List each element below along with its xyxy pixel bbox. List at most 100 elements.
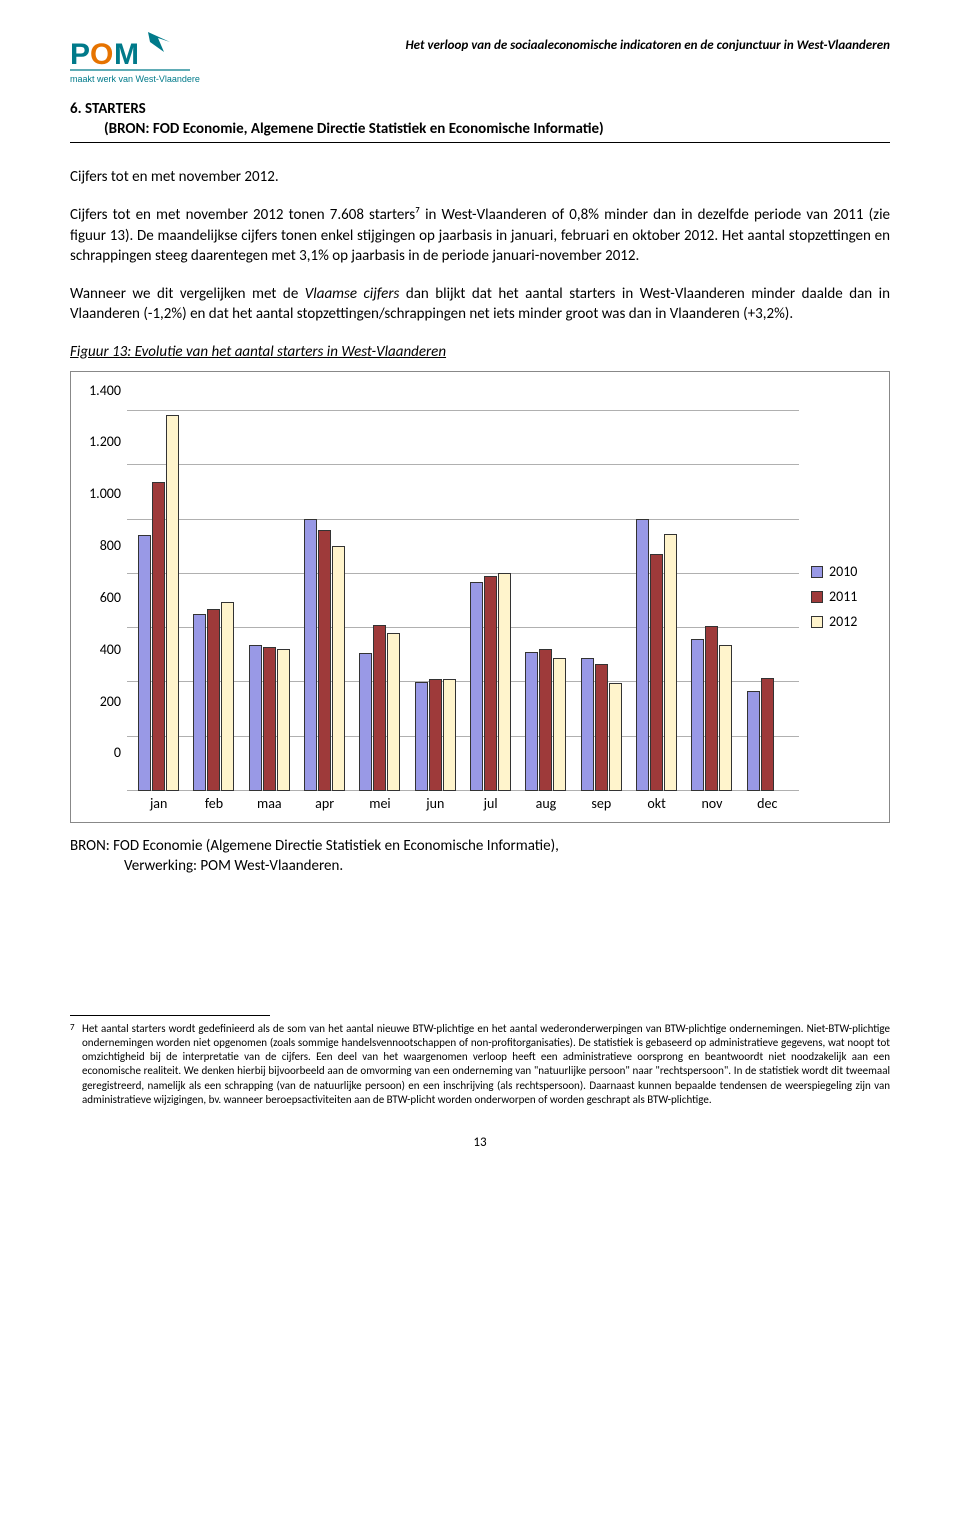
y-tick: 400 — [77, 641, 121, 658]
bar-2011-apr — [318, 530, 331, 791]
x-tick-jun: jun — [408, 795, 463, 812]
paragraph-2: Cijfers tot en met november 2012 tonen 7… — [70, 205, 890, 266]
month-group-mei — [352, 382, 407, 791]
bar-2012-jan — [166, 415, 179, 791]
y-tick: 600 — [77, 589, 121, 606]
bar-2011-nov — [705, 626, 718, 790]
svg-text:P: P — [70, 38, 90, 71]
y-tick: 800 — [77, 537, 121, 554]
legend-label: 2010 — [829, 563, 857, 580]
legend-swatch — [811, 616, 823, 628]
y-tick: 1.400 — [77, 382, 121, 399]
paragraph-3: Wanneer we dit vergelijken met de Vlaams… — [70, 284, 890, 325]
legend-label: 2012 — [829, 613, 857, 630]
x-tick-jul: jul — [463, 795, 518, 812]
x-tick-sep: sep — [574, 795, 629, 812]
x-tick-maa: maa — [242, 795, 297, 812]
x-tick-feb: feb — [186, 795, 241, 812]
logo-subtext: maakt werk van West-Vlaanderen — [70, 74, 200, 84]
pom-logo: P O M maakt werk van West-Vlaanderen — [70, 30, 200, 92]
bar-2010-dec — [747, 691, 760, 790]
document-running-title: Het verloop van de sociaaleconomische in… — [220, 30, 890, 53]
bar-2011-feb — [207, 609, 220, 791]
y-tick: 1.200 — [77, 433, 121, 450]
bar-2011-jun — [429, 679, 442, 790]
figure-caption: Figuur 13: Evolutie van het aantal start… — [70, 343, 890, 361]
bar-2012-aug — [553, 658, 566, 791]
bar-2011-dec — [761, 678, 774, 791]
footnote-number: 7 — [70, 1022, 82, 1108]
page-header: P O M maakt werk van West-Vlaanderen Het… — [70, 30, 890, 92]
chart-y-axis: 1.400 1.200 1.000 800 600 400 200 0 — [77, 382, 127, 762]
bar-2012-maa — [277, 649, 290, 790]
x-tick-okt: okt — [629, 795, 684, 812]
bar-2011-jan — [152, 482, 165, 790]
chart-container: 1.400 1.200 1.000 800 600 400 200 0 janfebmaaap… — [70, 371, 890, 823]
bar-2010-nov — [691, 639, 704, 791]
x-tick-apr: apr — [297, 795, 352, 812]
svg-text:M: M — [114, 38, 139, 71]
y-tick: 1.000 — [77, 485, 121, 502]
month-group-apr — [297, 382, 352, 791]
month-group-sep — [574, 382, 629, 791]
bar-2011-mei — [373, 625, 386, 791]
x-tick-nov: nov — [684, 795, 739, 812]
paragraph-1: Cijfers tot en met november 2012. — [70, 167, 890, 187]
bar-2010-feb — [193, 614, 206, 790]
month-group-aug — [518, 382, 573, 791]
x-tick-jan: jan — [131, 795, 186, 812]
chart-plot-area — [127, 382, 799, 791]
bar-2010-jan — [138, 535, 151, 790]
bar-2012-jul — [498, 573, 511, 790]
legend-item-2012: 2012 — [811, 613, 879, 630]
bar-2012-okt — [664, 534, 677, 791]
section-source-line: (BRON: FOD Economie, Algemene Directie S… — [70, 120, 890, 143]
p3-emphasis: Vlaamse cijfers — [305, 285, 400, 303]
month-group-jan — [131, 382, 186, 791]
chart-legend: 2010 2011 2012 — [799, 382, 879, 812]
bar-2010-jun — [415, 682, 428, 791]
month-group-jul — [463, 382, 518, 791]
footnote-separator — [70, 1015, 270, 1016]
x-tick-mei: mei — [352, 795, 407, 812]
month-group-feb — [186, 382, 241, 791]
legend-swatch — [811, 591, 823, 603]
legend-label: 2011 — [829, 588, 857, 605]
bar-2010-apr — [304, 519, 317, 790]
bar-2011-maa — [263, 647, 276, 791]
bar-2011-jul — [484, 576, 497, 790]
footnote-7: 7 Het aantal starters wordt gedefinieerd… — [70, 1022, 890, 1108]
chart-source-line-1: BRON: FOD Economie (Algemene Directie St… — [70, 837, 890, 855]
bar-2010-sep — [581, 658, 594, 791]
month-group-jun — [408, 382, 463, 791]
legend-swatch — [811, 566, 823, 578]
bar-2010-mei — [359, 653, 372, 790]
bar-2012-sep — [609, 683, 622, 790]
y-tick: 200 — [77, 693, 121, 710]
svg-text:O: O — [90, 38, 113, 71]
y-tick: 0 — [77, 744, 121, 761]
x-tick-aug: aug — [518, 795, 573, 812]
p3-part-a: Wanneer we dit vergelijken met de — [70, 285, 305, 303]
bar-2011-aug — [539, 649, 552, 790]
bar-2012-nov — [719, 645, 732, 790]
bar-2011-sep — [595, 664, 608, 790]
bar-2012-apr — [332, 546, 345, 790]
bar-2011-okt — [650, 554, 663, 790]
bar-2010-jul — [470, 582, 483, 791]
chart-source-line-2: Verwerking: POM West-Vlaanderen. — [70, 857, 890, 875]
legend-item-2011: 2011 — [811, 588, 879, 605]
month-group-okt — [629, 382, 684, 791]
month-group-nov — [684, 382, 739, 791]
bar-2010-maa — [249, 645, 262, 790]
legend-item-2010: 2010 — [811, 563, 879, 580]
x-tick-dec: dec — [740, 795, 795, 812]
month-group-dec — [740, 382, 795, 791]
bar-2012-mei — [387, 633, 400, 790]
footnote-text: Het aantal starters wordt gedefinieerd a… — [82, 1022, 890, 1108]
month-group-maa — [242, 382, 297, 791]
bar-2012-feb — [221, 602, 234, 791]
page-number: 13 — [70, 1135, 890, 1150]
bar-2012-jun — [443, 679, 456, 790]
bar-2010-okt — [636, 519, 649, 790]
